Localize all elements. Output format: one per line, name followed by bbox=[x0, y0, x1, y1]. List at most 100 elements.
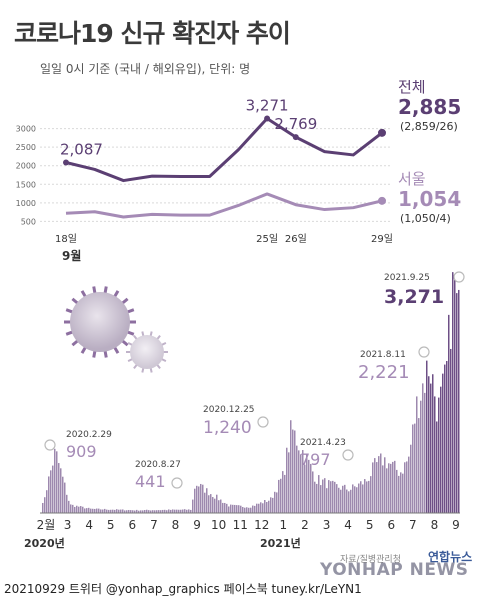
daily-bar bbox=[170, 509, 172, 513]
daily-bar bbox=[192, 499, 194, 513]
daily-bar bbox=[354, 486, 356, 513]
daily-bar bbox=[286, 447, 288, 513]
x-month-label: 4 bbox=[85, 518, 93, 532]
annotation-date: 2021.9.25 bbox=[384, 273, 430, 283]
daily-bar bbox=[258, 503, 260, 513]
daily-bar bbox=[266, 502, 268, 513]
daily-bar bbox=[350, 489, 352, 513]
daily-bar bbox=[400, 472, 402, 513]
daily-bar bbox=[76, 505, 78, 513]
daily-bar bbox=[106, 509, 108, 513]
daily-bar bbox=[298, 450, 300, 513]
x-month-label: 3 bbox=[64, 518, 72, 532]
annotation-marker bbox=[453, 271, 465, 283]
daily-bar bbox=[404, 462, 406, 513]
daily-bar bbox=[222, 502, 224, 513]
series-end-value: 2,885 bbox=[398, 95, 461, 119]
series-line-0 bbox=[65, 117, 383, 183]
daily-bar bbox=[372, 462, 374, 513]
daily-bar bbox=[328, 480, 330, 513]
daily-bar bbox=[234, 504, 236, 513]
daily-bar bbox=[284, 474, 286, 513]
daily-bar bbox=[312, 471, 314, 513]
daily-bar bbox=[120, 509, 122, 513]
daily-bar bbox=[340, 489, 342, 513]
callout-label: 3,271 bbox=[246, 97, 289, 115]
daily-bar bbox=[230, 504, 232, 513]
daily-bar bbox=[196, 485, 198, 513]
daily-bar bbox=[394, 460, 396, 513]
daily-bar bbox=[272, 497, 274, 513]
daily-bar bbox=[168, 509, 170, 513]
daily-bar bbox=[364, 479, 366, 513]
y-tick-label: 500 bbox=[21, 217, 36, 226]
daily-bar bbox=[56, 451, 58, 513]
daily-bar bbox=[96, 508, 98, 513]
x-month-label: 7 bbox=[409, 518, 417, 532]
annotation-value: 441 bbox=[135, 472, 166, 491]
y-tick-label: 1000 bbox=[16, 199, 36, 208]
daily-bar bbox=[292, 429, 294, 513]
daily-bar bbox=[186, 509, 188, 513]
x-month-label: 1 bbox=[280, 518, 288, 532]
daily-bar bbox=[392, 461, 394, 513]
daily-bar bbox=[450, 348, 452, 513]
daily-bar bbox=[386, 468, 388, 513]
series-end-detail: (2,859/26) bbox=[400, 120, 458, 133]
daily-bar bbox=[92, 508, 94, 513]
annotation-value: 909 bbox=[66, 442, 97, 461]
x-month-label: 9 bbox=[193, 518, 201, 532]
daily-bar bbox=[446, 361, 448, 513]
daily-bar bbox=[288, 452, 290, 513]
daily-bar bbox=[46, 490, 48, 513]
line-series-group bbox=[63, 115, 386, 219]
y-tick-label: 2500 bbox=[16, 143, 36, 152]
x-month-label: 5 bbox=[366, 518, 374, 532]
daily-bar bbox=[282, 471, 284, 513]
daily-bar bbox=[60, 468, 62, 513]
daily-bar bbox=[454, 280, 456, 513]
daily-bar bbox=[378, 456, 380, 513]
daily-bar bbox=[304, 464, 306, 513]
daily-bar bbox=[194, 488, 196, 513]
bar-series bbox=[40, 272, 460, 513]
daily-bar bbox=[456, 293, 458, 513]
daily-bar bbox=[360, 481, 362, 513]
daily-bar bbox=[242, 506, 244, 513]
daily-bar bbox=[90, 508, 92, 513]
daily-bar bbox=[316, 483, 318, 513]
daily-bar bbox=[306, 454, 308, 513]
series-name: 전체 bbox=[398, 80, 426, 96]
daily-bar bbox=[442, 373, 444, 513]
daily-bar bbox=[224, 502, 226, 513]
annotation-value: 2,221 bbox=[358, 362, 410, 383]
daily-bar bbox=[130, 510, 132, 513]
footer-credit: 20210929 트위터 @yonhap_graphics 페이스북 tuney… bbox=[4, 582, 362, 596]
daily-bar bbox=[124, 510, 126, 513]
daily-bar bbox=[416, 396, 418, 513]
daily-bar bbox=[422, 383, 424, 513]
daily-bar bbox=[116, 509, 118, 513]
daily-bar bbox=[310, 463, 312, 513]
daily-bar bbox=[114, 509, 116, 513]
year-label: 2020년 bbox=[24, 536, 65, 550]
x-month-label: 2월 bbox=[37, 518, 56, 532]
daily-bar bbox=[70, 504, 72, 513]
daily-bar bbox=[268, 500, 270, 513]
daily-bar bbox=[408, 456, 410, 513]
daily-bar bbox=[324, 478, 326, 513]
daily-bar bbox=[382, 465, 384, 513]
watermark: YONHAP NEWS bbox=[320, 560, 469, 580]
annotation-marker bbox=[418, 346, 430, 358]
daily-bar bbox=[366, 481, 368, 513]
daily-bar bbox=[208, 495, 210, 513]
daily-bar bbox=[44, 497, 46, 513]
daily-bar bbox=[140, 510, 142, 513]
daily-bar bbox=[344, 484, 346, 513]
virus-illustration-icon bbox=[64, 286, 168, 373]
daily-bar bbox=[62, 476, 64, 513]
daily-bar bbox=[152, 510, 154, 513]
daily-bar bbox=[314, 481, 316, 513]
daily-bar bbox=[384, 457, 386, 513]
daily-bar bbox=[418, 418, 420, 513]
